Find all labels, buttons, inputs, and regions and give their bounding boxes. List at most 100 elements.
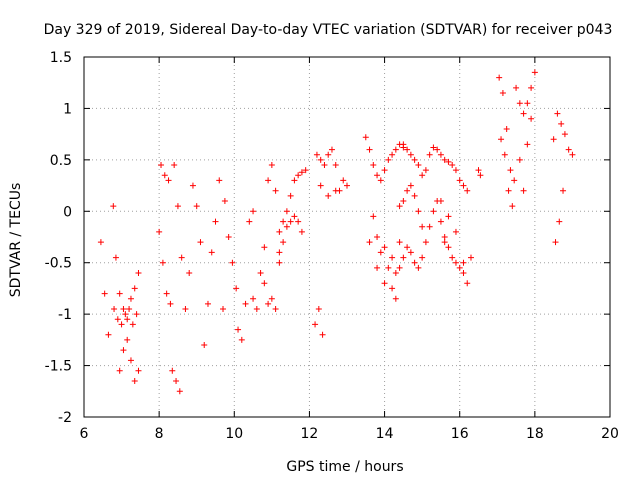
data-point	[407, 151, 414, 158]
series-track-04	[116, 336, 142, 384]
series-track-07	[169, 367, 183, 395]
data-point	[509, 203, 516, 210]
data-point	[477, 172, 484, 179]
data-point	[392, 270, 399, 276]
data-point	[212, 218, 219, 225]
data-point	[411, 192, 418, 199]
data-point	[452, 259, 459, 266]
data-point	[165, 177, 172, 184]
y-tick-label: -1	[58, 307, 72, 323]
data-point	[531, 69, 538, 76]
data-point	[528, 115, 535, 122]
series-track-10	[221, 198, 240, 292]
series-track-01	[97, 239, 112, 338]
data-point	[193, 203, 200, 210]
series-track-30	[516, 115, 535, 194]
data-point	[268, 295, 275, 302]
series-track-28	[498, 136, 516, 210]
data-point	[513, 84, 520, 91]
x-tick-label: 20	[601, 426, 619, 442]
data-point	[158, 162, 165, 168]
data-point	[127, 295, 134, 302]
data-point	[120, 347, 127, 354]
data-point	[561, 131, 568, 138]
data-point	[229, 259, 236, 266]
data-point	[552, 239, 559, 246]
data-point	[452, 167, 459, 174]
data-point	[257, 270, 264, 276]
data-point	[464, 280, 471, 287]
data-point	[319, 331, 326, 338]
data-point	[556, 218, 563, 225]
x-tick-label: 10	[225, 426, 243, 442]
data-point	[112, 254, 119, 261]
data-point	[118, 321, 125, 328]
data-point	[276, 259, 283, 266]
y-tick-label: 1.5	[50, 50, 72, 66]
data-point	[302, 167, 309, 174]
data-point	[122, 311, 129, 318]
data-point	[325, 192, 332, 199]
series-track-05	[158, 162, 172, 184]
data-point	[422, 239, 429, 246]
series-track-14	[276, 213, 305, 256]
data-point	[392, 146, 399, 153]
data-point	[265, 177, 272, 184]
data-point	[404, 187, 411, 194]
series-track-06	[156, 228, 174, 307]
data-point	[437, 218, 444, 225]
data-point	[419, 254, 426, 261]
data-point	[124, 316, 131, 323]
data-point	[389, 285, 396, 292]
data-point	[456, 264, 463, 271]
data-point	[225, 234, 232, 240]
data-point	[411, 156, 418, 163]
data-point	[344, 182, 350, 189]
data-point	[114, 316, 121, 323]
y-tick-label: 0.5	[50, 153, 72, 169]
data-point	[328, 146, 335, 153]
data-point	[250, 208, 257, 215]
data-point	[295, 218, 302, 225]
data-point	[415, 264, 422, 271]
x-tick-label: 12	[301, 426, 319, 442]
y-tick-label: -1.5	[45, 359, 72, 375]
data-point	[272, 306, 279, 312]
data-point	[176, 388, 183, 395]
data-point	[276, 228, 283, 235]
series-track-26	[475, 167, 484, 179]
data-point	[325, 151, 332, 158]
data-point	[381, 244, 388, 251]
data-point	[235, 326, 242, 333]
data-point	[374, 264, 381, 271]
data-point	[496, 74, 503, 81]
data-point	[317, 156, 324, 163]
data-point	[298, 228, 305, 235]
data-point	[340, 177, 347, 184]
data-point	[124, 336, 131, 343]
data-point	[370, 213, 377, 220]
data-point	[370, 162, 377, 168]
data-point	[498, 136, 505, 143]
data-point	[135, 270, 142, 276]
data-point	[452, 228, 459, 235]
data-point	[321, 162, 328, 168]
data-point	[392, 295, 399, 302]
data-point	[400, 198, 407, 204]
data-point	[208, 249, 215, 256]
data-point	[159, 259, 166, 266]
data-point	[464, 187, 471, 194]
data-point	[460, 270, 467, 276]
data-point	[280, 218, 287, 225]
series-track-15	[312, 306, 326, 338]
data-point	[404, 244, 411, 251]
data-point	[110, 203, 117, 210]
data-point	[467, 254, 474, 261]
data-point	[554, 110, 561, 117]
data-point	[171, 162, 178, 168]
data-point	[283, 208, 290, 215]
data-point	[233, 285, 240, 292]
series-track-09	[193, 177, 227, 348]
data-point	[441, 239, 448, 246]
data-point	[524, 141, 531, 148]
